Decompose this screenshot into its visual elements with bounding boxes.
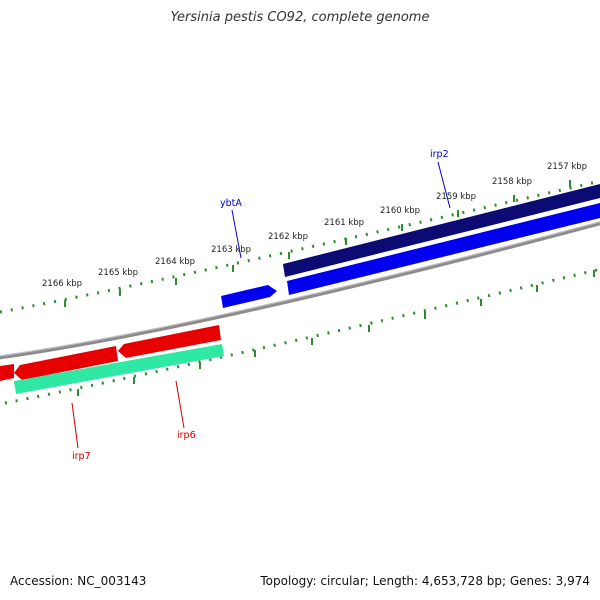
tick-label-2164: 2164 kbp	[155, 257, 195, 267]
outer-tick-dots	[0, 179, 600, 314]
inner-tick-ring	[4, 267, 600, 405]
genome-summary-text: Topology: circular; Length: 4,653,728 bp…	[260, 574, 590, 588]
gene-labels: ybtA irp2 irp6 irp7	[71, 149, 451, 462]
tick-label-2162: 2162 kbp	[268, 232, 308, 242]
gene-ybtA[interactable]	[221, 285, 277, 308]
gene-label-irp7[interactable]: irp7	[72, 451, 91, 462]
tick-label-2166: 2166 kbp	[42, 279, 82, 289]
gene-label-irp6[interactable]: irp6	[177, 430, 196, 441]
irp7-leader-line	[71, 402, 79, 449]
backbone-group	[0, 221, 600, 360]
inner-tick-dots	[4, 267, 600, 405]
gene-irp7[interactable]	[14, 344, 224, 394]
outer-tick-ring	[0, 179, 600, 314]
gene-label-irp2[interactable]: irp2	[430, 149, 449, 160]
tick-label-2159: 2159 kbp	[436, 192, 476, 202]
tick-label-2158: 2158 kbp	[492, 177, 532, 187]
gene-irp2-outer[interactable]	[283, 184, 600, 277]
backbone-highlight	[0, 221, 600, 357]
tick-label-2160: 2160 kbp	[380, 206, 420, 216]
gene-label-ybtA[interactable]: ybtA	[220, 198, 242, 209]
tick-label-2165: 2165 kbp	[98, 268, 138, 278]
irp6-leader-line	[175, 380, 185, 429]
tick-label-2163: 2163 kbp	[211, 245, 251, 255]
forward-features	[221, 184, 600, 308]
genome-backbone	[0, 221, 600, 360]
gene-irp6-segment[interactable]	[14, 346, 118, 380]
tick-labels: 2166 kbp 2165 kbp 2164 kbp 2163 kbp 2162…	[42, 162, 587, 289]
accession-text: Accession: NC_003143	[10, 574, 147, 588]
ybtA-leader-line	[231, 209, 242, 259]
irp2-leader-line	[437, 161, 451, 209]
gene-irp6[interactable]	[118, 325, 221, 358]
map-title: Yersinia pestis CO92, complete genome	[170, 10, 430, 25]
gene-irp2-inner[interactable]	[287, 203, 600, 295]
gene-fragment-left[interactable]	[0, 364, 14, 381]
reverse-features	[0, 325, 224, 394]
tick-label-2157: 2157 kbp	[547, 162, 587, 172]
tick-label-2161: 2161 kbp	[324, 218, 364, 228]
